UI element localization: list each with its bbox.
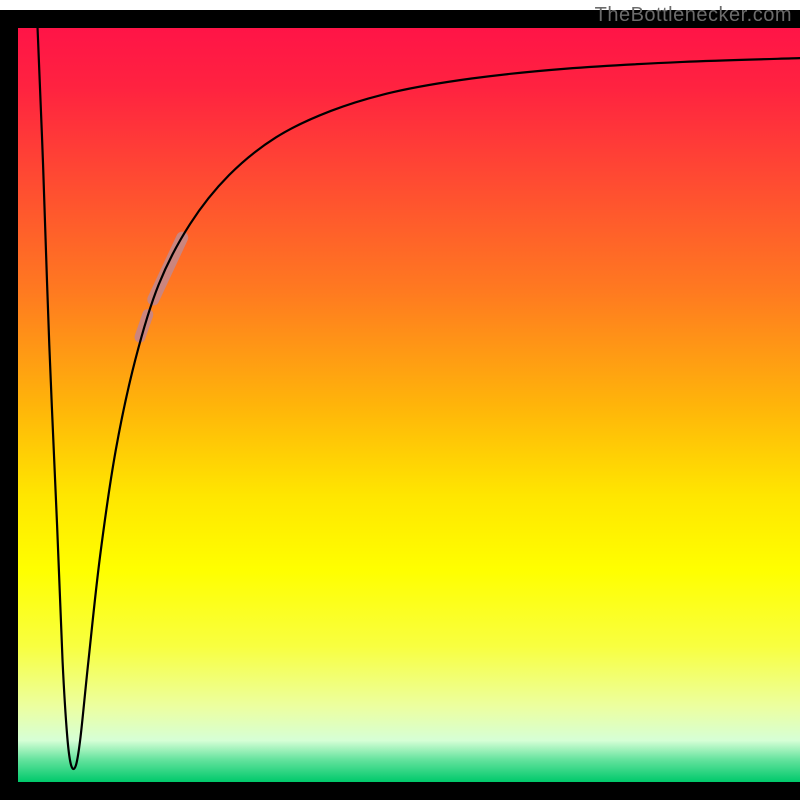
- frame-left: [0, 0, 18, 800]
- bottleneck-chart: [0, 0, 800, 800]
- plot-background: [18, 28, 800, 782]
- watermark-text: TheBottlenecker.com: [595, 4, 792, 27]
- frame-bottom-bar: [0, 782, 800, 800]
- chart-container: TheBottlenecker.com: [0, 0, 800, 800]
